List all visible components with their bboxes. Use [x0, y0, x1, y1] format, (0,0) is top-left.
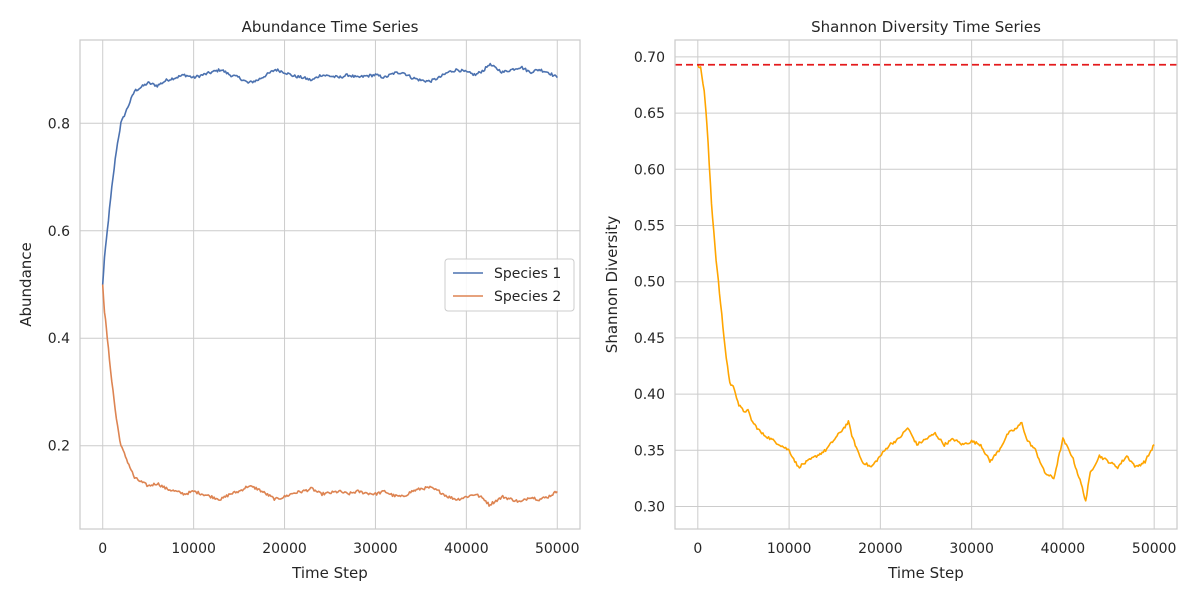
y-tick-label: 0.45: [634, 331, 665, 347]
x-tick-label: 30000: [949, 541, 994, 557]
series-layer: [675, 63, 1177, 502]
y-tick-label: 0.35: [634, 443, 665, 459]
abundance-panel: 0 10000 20000 30000 40000 50000 0.2 0.4 0.6 0.8 A…: [17, 18, 581, 582]
y-tick-label: 0.50: [634, 275, 665, 291]
x-tick-label: 10000: [767, 541, 812, 557]
y-tick-label: 0.40: [634, 387, 665, 403]
x-tick-label: 40000: [444, 541, 489, 557]
x-tick-label: 40000: [1041, 541, 1086, 557]
x-axis-label: Time Step: [291, 564, 368, 582]
legend: Species 1 Species 2: [444, 258, 575, 312]
legend-label-species-1: Species 1: [494, 266, 561, 282]
plot-frame: [674, 39, 1178, 530]
y-tick-label: 0.60: [634, 162, 665, 178]
x-tick-label: 0: [98, 541, 107, 557]
legend-box: [444, 258, 575, 312]
x-tick-label: 0: [693, 541, 702, 557]
tick-labels: 0 10000 20000 30000 40000 50000 0.2 0.4 0.6 0.8: [48, 116, 580, 557]
series-line-shannon-diversity: [697, 64, 1155, 502]
x-tick-label: 20000: [262, 541, 307, 557]
chart-title: Abundance Time Series: [242, 18, 419, 36]
y-tick-label: 0.70: [634, 50, 665, 66]
x-tick-label: 10000: [171, 541, 216, 557]
chart-title: Shannon Diversity Time Series: [811, 18, 1041, 36]
y-axis-label: Abundance: [17, 242, 35, 327]
y-tick-label: 0.6: [48, 224, 70, 240]
y-tick-label: 0.55: [634, 218, 665, 234]
y-tick-label: 0.65: [634, 106, 665, 122]
x-tick-label: 50000: [535, 541, 580, 557]
y-tick-label: 0.4: [48, 331, 70, 347]
grid: [675, 40, 1177, 529]
series-layer: [101, 62, 558, 507]
legend-label-species-2: Species 2: [494, 289, 561, 305]
series-line-species-1: [101, 62, 558, 285]
x-tick-label: 20000: [858, 541, 903, 557]
x-tick-label: 50000: [1132, 541, 1177, 557]
plot-frame: [79, 39, 581, 530]
x-axis-label: Time Step: [887, 564, 964, 582]
y-tick-label: 0.30: [634, 500, 665, 516]
x-tick-label: 30000: [353, 541, 398, 557]
plot-area: [675, 40, 1177, 529]
y-tick-label: 0.2: [48, 439, 70, 455]
y-tick-label: 0.8: [48, 116, 70, 132]
y-axis-label: Shannon Diversity: [603, 216, 621, 354]
series-line-species-2: [101, 284, 558, 507]
tick-labels: 0 10000 20000 30000 40000 50000 0.30 0.35 0.40 0.…: [634, 50, 1177, 557]
shannon-panel: 0 10000 20000 30000 40000 50000 0.30 0.35 0.40 0.…: [603, 18, 1178, 582]
